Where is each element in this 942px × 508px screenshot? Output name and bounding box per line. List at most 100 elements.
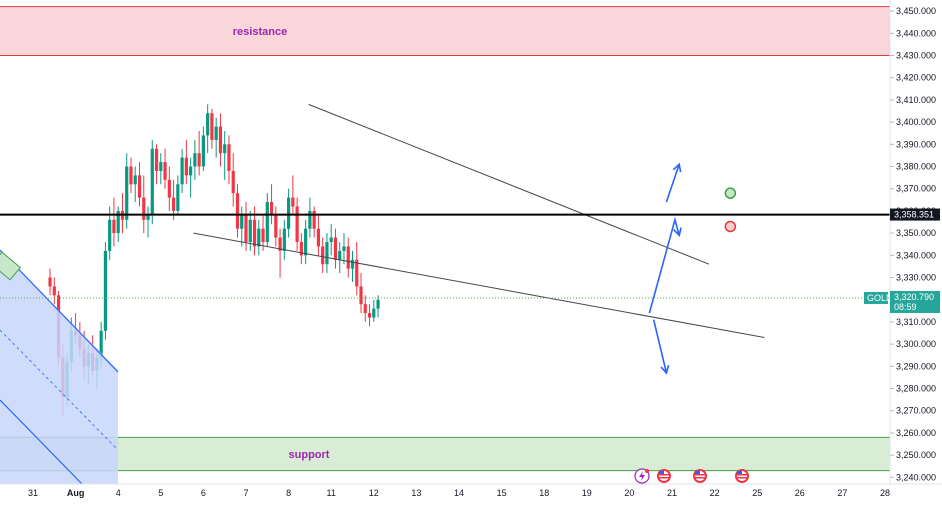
candle-body bbox=[291, 197, 295, 207]
candle-body bbox=[227, 144, 231, 171]
time-tick-label: 27 bbox=[837, 488, 847, 498]
candle-body bbox=[321, 246, 325, 265]
candle-body bbox=[367, 313, 372, 318]
time-tick-label: 7 bbox=[243, 488, 248, 498]
resistance-zone bbox=[0, 6, 890, 56]
candle-body bbox=[52, 286, 56, 296]
candle-body bbox=[308, 210, 312, 229]
descending-channel-upper bbox=[0, 249, 119, 373]
red-circle bbox=[724, 220, 737, 233]
candle-body bbox=[287, 197, 291, 229]
candle-body bbox=[167, 179, 171, 198]
candle-body bbox=[223, 144, 227, 154]
symbol-label: GOLD bbox=[867, 293, 893, 303]
candle-body bbox=[108, 219, 112, 251]
time-tick-label: 4 bbox=[116, 488, 121, 498]
price-tick-label: 3,340.000 bbox=[896, 250, 936, 260]
time-tick-label: 11 bbox=[327, 488, 336, 498]
candle-body bbox=[363, 304, 367, 314]
candle-body bbox=[244, 215, 248, 242]
candle-body bbox=[129, 166, 133, 185]
support-zone bbox=[0, 437, 890, 471]
candle-body bbox=[103, 250, 108, 331]
candle-body bbox=[304, 228, 308, 256]
candle-body bbox=[316, 228, 321, 247]
down-arrow-head bbox=[660, 365, 670, 375]
price-tick-label: 3,400.000 bbox=[896, 117, 936, 127]
down-arrow bbox=[652, 319, 668, 374]
price-tick-label: 3,300.000 bbox=[896, 339, 936, 349]
candle-body bbox=[48, 277, 52, 287]
current-price-tag: GOLD 3,320.790 08:59 bbox=[864, 290, 940, 313]
candle-body bbox=[116, 210, 120, 234]
green-circle bbox=[724, 187, 737, 199]
candle-body bbox=[218, 126, 223, 154]
descending-channel-mid bbox=[0, 329, 119, 451]
lightning-event-icon[interactable] bbox=[634, 468, 650, 484]
candle-body bbox=[333, 237, 338, 260]
candle-body bbox=[261, 228, 265, 242]
candle-body bbox=[206, 113, 210, 136]
candle-body bbox=[159, 162, 163, 171]
candle-body bbox=[278, 237, 282, 251]
support-label: support bbox=[289, 449, 330, 461]
current-price-value: 3,320.790 bbox=[894, 292, 934, 302]
up-arrow bbox=[665, 164, 680, 203]
candle-body bbox=[350, 259, 355, 269]
candle-body bbox=[214, 126, 218, 140]
candle-body bbox=[201, 135, 205, 167]
candle-body bbox=[163, 162, 167, 180]
time-tick-label: 28 bbox=[880, 488, 890, 498]
candle-body bbox=[154, 148, 159, 171]
price-tick-label: 3,240.000 bbox=[896, 472, 936, 482]
candle-body bbox=[150, 148, 154, 216]
up-arrow-head bbox=[672, 162, 682, 173]
price-tick-label: 3,250.000 bbox=[896, 450, 936, 460]
zigzag-arrow-head bbox=[673, 227, 682, 237]
time-tick-label: 13 bbox=[411, 488, 421, 498]
horizontal-level-tag: 3,358.351 bbox=[890, 208, 940, 221]
candle-body bbox=[180, 157, 184, 185]
price-axis[interactable]: 3,450.000 3,440.000 3,430.000 3,420.000 3,41… bbox=[889, 0, 936, 484]
wedge-lower-line bbox=[193, 232, 765, 338]
plot-area[interactable] bbox=[0, 0, 890, 484]
candle-body bbox=[125, 166, 129, 220]
us-flag-event-icon[interactable] bbox=[693, 469, 707, 483]
candle-body bbox=[240, 215, 244, 229]
price-tick-label: 3,430.000 bbox=[896, 51, 936, 61]
us-flag-event-icon[interactable] bbox=[657, 469, 671, 483]
candle-body bbox=[197, 153, 201, 167]
candle-body bbox=[342, 246, 346, 251]
resistance-label: resistance bbox=[233, 26, 287, 38]
price-tick-label: 3,370.000 bbox=[896, 184, 936, 194]
time-tick-label: 22 bbox=[710, 488, 720, 498]
candle-body bbox=[355, 259, 359, 287]
candle-body bbox=[231, 170, 235, 194]
time-tick-label: 19 bbox=[582, 488, 592, 498]
zigzag-arrow bbox=[648, 216, 680, 314]
time-tick-label: 18 bbox=[539, 488, 549, 498]
candle-body bbox=[338, 250, 342, 260]
us-flag-event-icon[interactable] bbox=[735, 469, 749, 483]
candle-body bbox=[189, 166, 193, 176]
candle-body bbox=[325, 242, 329, 265]
price-tick-label: 3,450.000 bbox=[896, 6, 936, 16]
zones-layer: resistance support bbox=[0, 6, 890, 472]
descending-channel-fill bbox=[0, 250, 118, 484]
price-tick-label: 3,260.000 bbox=[896, 428, 936, 438]
time-axis[interactable]: 31 Aug 4 5 6 7 8 11 12 13 14 15 18 19 20 21 22 25 26 27 28 bbox=[0, 483, 942, 498]
time-tick-label: 20 bbox=[624, 488, 634, 498]
time-tick-label: 25 bbox=[752, 488, 762, 498]
time-tick-label: 26 bbox=[795, 488, 805, 498]
candle-body bbox=[299, 242, 303, 256]
candle-body bbox=[372, 308, 376, 318]
time-tick-label: 8 bbox=[286, 488, 291, 498]
price-tick-label: 3,440.000 bbox=[896, 28, 936, 38]
bar-countdown: 08:59 bbox=[894, 302, 917, 312]
price-tick-label: 3,290.000 bbox=[896, 361, 936, 371]
candle-body bbox=[112, 219, 116, 234]
event-icons[interactable] bbox=[634, 468, 749, 484]
price-tick-label: 3,350.000 bbox=[896, 228, 936, 238]
price-tick-label: 3,420.000 bbox=[896, 73, 936, 83]
